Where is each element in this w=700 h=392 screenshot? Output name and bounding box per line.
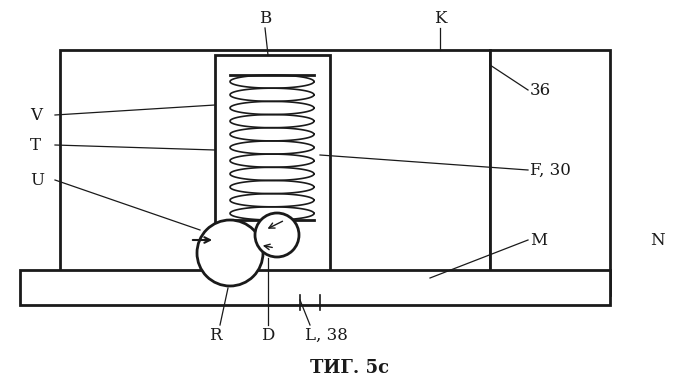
Text: V: V (30, 107, 42, 123)
Text: M: M (530, 232, 547, 249)
Text: F, 30: F, 30 (530, 162, 571, 178)
Text: U: U (30, 172, 44, 189)
Text: R: R (209, 327, 221, 343)
Text: T: T (30, 136, 41, 154)
Text: B: B (259, 9, 271, 27)
Circle shape (255, 213, 299, 257)
Circle shape (197, 220, 263, 286)
Text: L, 38: L, 38 (305, 327, 348, 343)
FancyBboxPatch shape (60, 50, 490, 295)
Text: 36: 36 (530, 82, 551, 98)
Text: N: N (650, 232, 664, 249)
FancyBboxPatch shape (490, 50, 610, 295)
Text: D: D (261, 327, 274, 343)
Text: K: K (434, 9, 447, 27)
FancyBboxPatch shape (215, 55, 330, 295)
FancyBboxPatch shape (20, 270, 610, 305)
Text: ΤИГ. 5c: ΤИГ. 5c (310, 359, 390, 377)
